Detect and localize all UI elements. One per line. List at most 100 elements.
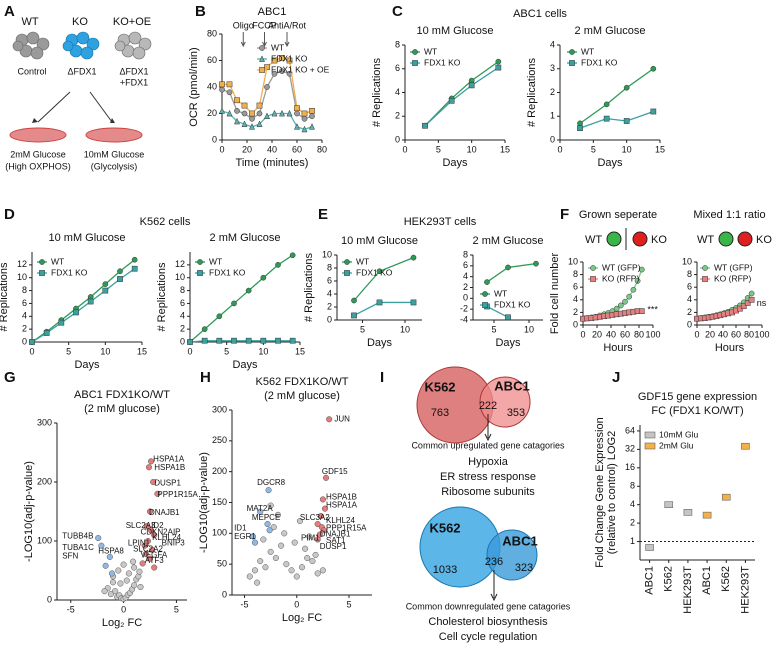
gene-label: JUN — [334, 414, 350, 423]
series-line — [486, 305, 509, 318]
cells — [12, 31, 50, 60]
marker — [249, 123, 255, 130]
series-line — [486, 263, 537, 283]
marker — [102, 281, 109, 287]
point — [146, 555, 154, 562]
marker — [289, 337, 296, 344]
point — [102, 562, 109, 569]
legend-marker — [197, 270, 203, 276]
point — [117, 580, 124, 587]
point — [304, 554, 311, 562]
gene-label: PPP1R15A — [326, 524, 367, 533]
x-tick-label: 10 — [100, 346, 110, 356]
marker — [422, 122, 428, 129]
x-tick-label: 40 — [718, 329, 728, 339]
group-titles: ABC1 cells K562 cells HEK293T cells — [140, 8, 568, 228]
marker — [219, 81, 225, 88]
term: Ribosome subunits — [441, 486, 535, 498]
box — [645, 544, 654, 551]
icon-label: WT — [697, 234, 714, 246]
gene-label: GDF15 — [322, 467, 348, 476]
marker — [58, 319, 65, 326]
point — [112, 588, 119, 595]
point — [108, 570, 116, 577]
arrowhead — [32, 118, 115, 123]
legend-marker — [482, 291, 488, 297]
x-tick-label: 0 — [557, 144, 562, 154]
point — [142, 550, 149, 558]
x-axis-label: Hours — [715, 342, 745, 354]
medium: (High OXPHOS) — [5, 161, 71, 171]
panel-letter: A — [4, 3, 15, 20]
y-tick-label: 10 — [17, 272, 27, 282]
series-line — [31, 259, 136, 343]
y-tick-label: 200 — [212, 466, 227, 476]
x-tick-label: 10 — [258, 346, 268, 356]
chart-title: 10 mM Glucose — [416, 25, 493, 37]
marker — [102, 287, 109, 294]
y-tick-label: 4 — [687, 294, 692, 304]
x-tick-label: 5 — [347, 599, 352, 609]
gene-label: HSPA1A — [326, 501, 358, 510]
point — [251, 539, 259, 546]
legend-marker — [39, 270, 45, 276]
y-tick-label: 0 — [573, 319, 578, 329]
gene-label: SLC2A3 — [126, 521, 156, 530]
point — [281, 530, 288, 537]
y-tick-label: 4 — [463, 271, 468, 281]
icon — [606, 231, 622, 247]
gene-label: DNAJB1 — [320, 530, 351, 539]
point — [95, 535, 102, 542]
marker — [650, 65, 657, 72]
y-tick-label: 2 — [573, 307, 578, 317]
x-tick-label: 80 — [744, 329, 754, 339]
legend-label: WT — [581, 46, 594, 56]
marker — [249, 110, 255, 117]
cells — [62, 31, 100, 60]
count: 222 — [479, 400, 497, 412]
x-tick-label: 5 — [591, 144, 596, 154]
point — [322, 474, 330, 481]
marker — [740, 303, 747, 309]
marker — [256, 120, 263, 127]
marker — [744, 300, 751, 306]
marker — [201, 337, 208, 344]
marker — [289, 252, 296, 259]
term: Cholesterol biosynthesis — [428, 616, 548, 628]
gene-label: TUBB4B — [62, 531, 93, 540]
series-line — [424, 61, 499, 127]
point — [320, 527, 327, 534]
marker — [264, 112, 270, 119]
y-tick-label: 10 — [568, 256, 578, 266]
chart-title: 10 mM Glucose — [48, 232, 125, 244]
marker — [301, 125, 308, 133]
point — [317, 513, 324, 520]
marker — [187, 339, 193, 345]
x-tick-label: 0 — [294, 599, 299, 609]
chart-title: 2 mM Glucose — [575, 25, 646, 37]
point — [265, 487, 272, 494]
gene-label: DNAJB1 — [149, 508, 180, 517]
marker — [245, 337, 252, 344]
x-tick-label: 20 — [705, 329, 715, 339]
panel-letter: B — [195, 3, 206, 20]
point — [278, 542, 285, 549]
chart-title: ABC1 — [258, 6, 287, 18]
y-tick-label: 4 — [550, 39, 555, 49]
gene-label: BNIP3 — [162, 538, 186, 547]
group-label: KO+OE — [113, 16, 151, 28]
panel-letter: C — [392, 3, 403, 20]
term: ER stress response — [440, 471, 536, 483]
marker — [301, 110, 308, 117]
panel-letter: E — [318, 206, 328, 223]
group-title: K562 cells — [140, 216, 191, 228]
marker — [286, 57, 293, 64]
set-label: ABC1 — [502, 533, 537, 548]
condition: ΔFDX1 — [119, 66, 148, 76]
gene-label: MAT2A — [247, 504, 274, 513]
x-tick-label: 5 — [224, 346, 229, 356]
point — [141, 542, 148, 549]
point — [266, 527, 273, 534]
x-tick-label: K562 — [663, 566, 675, 592]
